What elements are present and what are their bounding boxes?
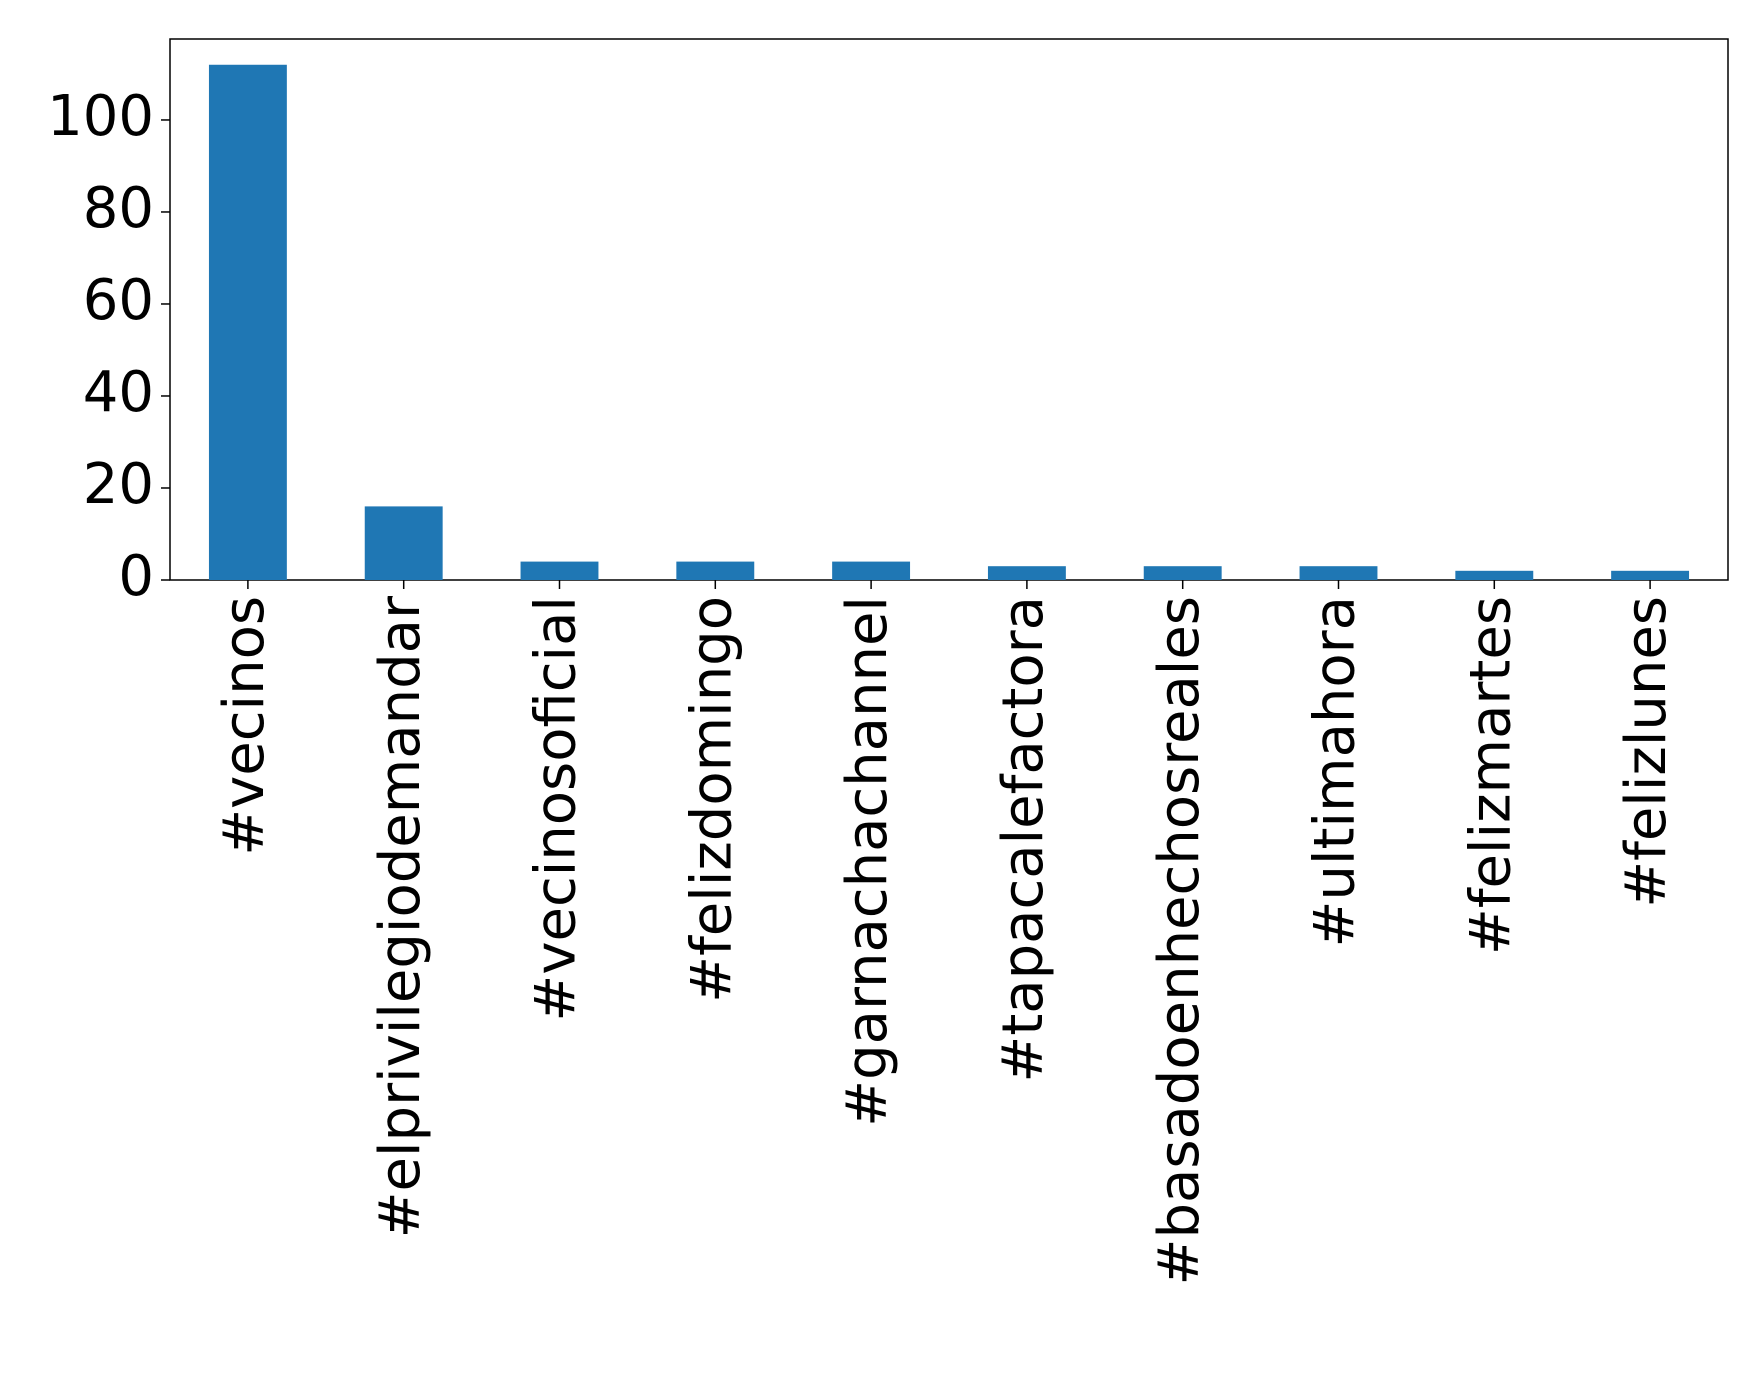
- bar: [364, 506, 443, 580]
- bar: [520, 561, 599, 580]
- y-tick-label: 20: [83, 452, 154, 517]
- bar: [1143, 566, 1222, 580]
- x-tick-label: #ultimahora: [1303, 596, 1368, 947]
- bar: [208, 64, 287, 580]
- x-tick-label: #tapacalefactora: [991, 596, 1056, 1083]
- x-tick-label: #vecinosoficial: [524, 596, 589, 1022]
- x-tick-label: #elprivilegiodemandar: [368, 595, 433, 1238]
- y-tick-label: 80: [83, 176, 154, 241]
- plot-frame: [169, 38, 1729, 581]
- bar: [1299, 566, 1378, 580]
- x-tick-label: #vecinos: [212, 596, 277, 856]
- y-tick-label: 40: [83, 360, 154, 425]
- x-tick-label: #basadoenhechosreales: [1147, 596, 1212, 1285]
- y-tick-label: 60: [83, 268, 154, 333]
- bar: [1455, 570, 1534, 580]
- x-tick-label: #felizdomingo: [679, 596, 744, 1003]
- bar: [676, 561, 755, 580]
- bar: [832, 561, 911, 580]
- x-tick-label: #felizlunes: [1614, 596, 1679, 908]
- bar: [987, 566, 1066, 580]
- y-tick-label: 100: [47, 84, 154, 149]
- x-tick-label: #garnachachannel: [835, 596, 900, 1127]
- y-tick-label: 0: [118, 544, 154, 609]
- x-tick-label: #felizmartes: [1458, 596, 1523, 955]
- bar: [1611, 570, 1690, 580]
